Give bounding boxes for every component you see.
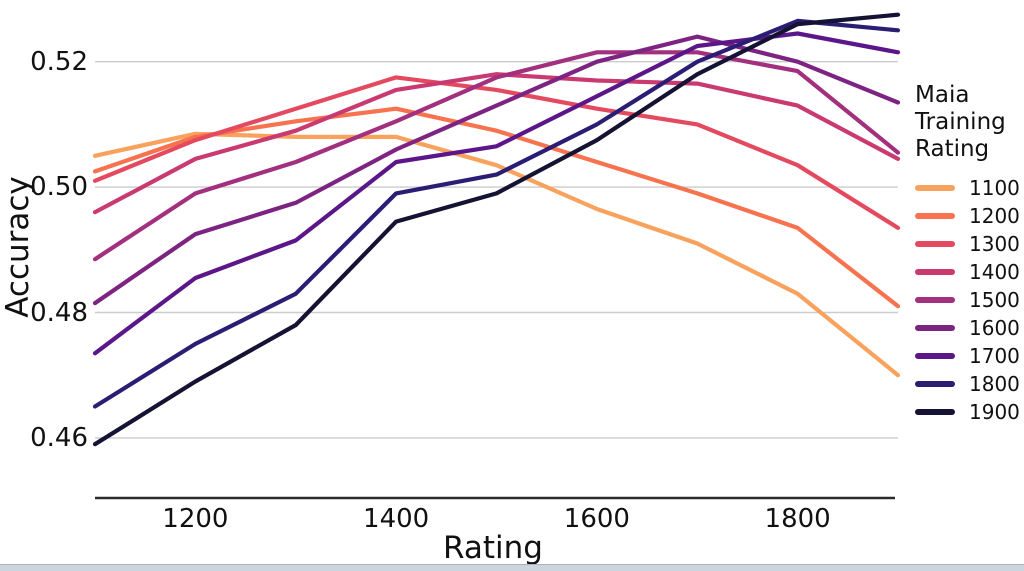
x-tick-label: 1200 bbox=[162, 504, 229, 534]
legend-title-line: Rating bbox=[915, 136, 990, 162]
window-bottom-edge bbox=[0, 564, 1024, 571]
legend-item-label: 1500 bbox=[969, 288, 1020, 312]
legend-title-line: Maia bbox=[915, 82, 970, 108]
y-tick-label: 0.50 bbox=[30, 172, 88, 203]
legend-item-label: 1900 bbox=[969, 400, 1020, 424]
series-line-1700 bbox=[92, 31, 901, 356]
series-line-1300 bbox=[92, 75, 901, 230]
y-tick-label: 0.52 bbox=[30, 46, 88, 77]
x-axis-label: Rating bbox=[443, 530, 543, 566]
legend-item-1400: 1400 bbox=[915, 258, 1023, 286]
legend-item-label: 1200 bbox=[969, 204, 1020, 228]
series-line-1500 bbox=[92, 50, 901, 262]
x-tick-label: 1800 bbox=[764, 504, 831, 534]
legend-item-1200: 1200 bbox=[915, 202, 1023, 230]
legend-swatch bbox=[915, 185, 955, 191]
legend-item-1800: 1800 bbox=[915, 370, 1023, 398]
legend-swatch bbox=[915, 297, 955, 303]
legend-swatch bbox=[915, 269, 955, 275]
legend-swatch bbox=[915, 213, 955, 219]
series-line-1200 bbox=[92, 106, 901, 309]
series-line-1100 bbox=[92, 131, 901, 378]
legend-item-1700: 1700 bbox=[915, 342, 1023, 370]
legend-item-label: 1300 bbox=[969, 232, 1020, 256]
legend-item-label: 1700 bbox=[969, 344, 1020, 368]
series-line-1800 bbox=[92, 18, 901, 409]
legend-item-label: 1600 bbox=[969, 316, 1020, 340]
legend-swatch bbox=[915, 409, 955, 415]
legend-item-1300: 1300 bbox=[915, 230, 1023, 258]
legend-swatch bbox=[915, 241, 955, 247]
legend-title-line: Training bbox=[915, 109, 1006, 135]
legend-swatch bbox=[915, 381, 955, 387]
legend-item-label: 1100 bbox=[969, 176, 1020, 200]
legend-item-1500: 1500 bbox=[915, 286, 1023, 314]
y-tick-label: 0.48 bbox=[30, 297, 88, 328]
legend-item-1100: 1100 bbox=[915, 174, 1023, 202]
legend-title: Maia Training Rating bbox=[915, 82, 1023, 163]
legend-swatch bbox=[915, 325, 955, 331]
series-line-1900 bbox=[92, 12, 901, 447]
legend-entries: 1100 1200 1300 1400 1500 1600 1700 1800 1900 bbox=[915, 174, 1023, 426]
x-tick-label: 1400 bbox=[363, 504, 430, 534]
series-line-1600 bbox=[92, 34, 901, 306]
series-line-1400 bbox=[92, 72, 901, 215]
legend-item-label: 1800 bbox=[969, 372, 1020, 396]
legend-swatch bbox=[915, 353, 955, 359]
legend-item-1900: 1900 bbox=[915, 398, 1023, 426]
x-tick-label: 1600 bbox=[563, 504, 630, 534]
legend: Maia Training Rating 1100 1200 1300 1400 150… bbox=[915, 82, 1023, 426]
y-tick-label: 0.46 bbox=[30, 422, 88, 453]
legend-item-label: 1400 bbox=[969, 260, 1020, 284]
legend-item-1600: 1600 bbox=[915, 314, 1023, 342]
